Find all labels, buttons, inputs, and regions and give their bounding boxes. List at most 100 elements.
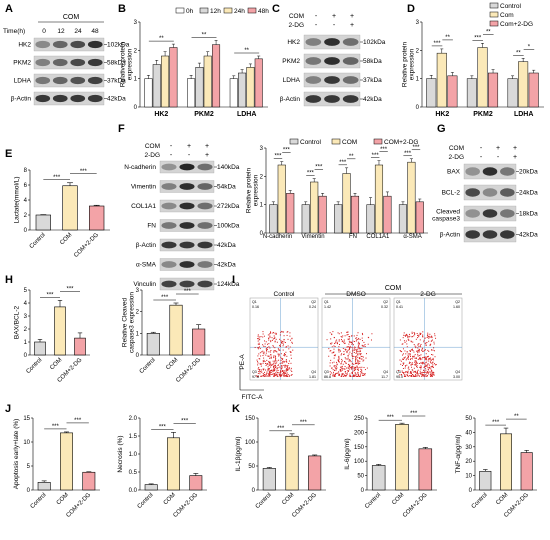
flow-event-dot — [341, 365, 343, 367]
flow-event-dot — [355, 358, 357, 360]
flow-event-dot — [371, 333, 373, 335]
blot-c-header: COM - + +2-DG - - + — [288, 13, 354, 29]
flow-event-dot — [411, 366, 413, 368]
flow-event-dot — [280, 360, 282, 362]
flow-event-dot — [329, 371, 331, 373]
flow-event-dot — [338, 350, 340, 352]
flow-event-dot — [341, 366, 343, 368]
flow-event-dot — [278, 355, 280, 357]
flow-event-dot — [363, 366, 365, 368]
flow-event-dot — [422, 331, 424, 333]
flow-event-dot — [340, 335, 342, 337]
flow-event-dot — [406, 364, 408, 366]
flow-event-dot — [407, 375, 409, 377]
blot-band — [197, 202, 213, 210]
flow-event-dot — [333, 337, 335, 339]
flow-event-dot — [428, 371, 430, 373]
time-label: Time(h) — [3, 28, 25, 35]
significance-label: ** — [486, 29, 491, 35]
flow-event-dot — [429, 358, 431, 360]
flow-event-dot — [348, 346, 350, 348]
y-axis-label-line: Relative protein — [120, 42, 127, 88]
flow-event-dot — [357, 332, 359, 334]
flow-event-dot — [414, 371, 416, 373]
flow-event-dot — [351, 372, 353, 374]
flow-event-dot — [333, 375, 335, 377]
flow-event-dot — [348, 348, 350, 350]
flow-event-dot — [349, 373, 351, 375]
flow-event-dot — [425, 344, 427, 346]
flow-event-dot — [354, 348, 356, 350]
legend-label: COM+2-DG — [384, 139, 419, 146]
significance-label: *** — [159, 424, 167, 430]
flow-event-dot — [405, 334, 407, 336]
flow-event-dot — [357, 372, 359, 374]
flow-event-dot — [356, 334, 358, 336]
legend-label: 24h — [234, 8, 245, 15]
blot-band — [70, 94, 86, 103]
flow-event-dot — [430, 340, 432, 342]
flow-event-dot — [400, 360, 402, 362]
flow-event-dot — [338, 374, 340, 376]
flow-event-dot — [365, 353, 367, 355]
quadrant-name: Q3 — [252, 370, 257, 374]
flow-event-dot — [427, 371, 429, 373]
blot-band — [342, 76, 359, 84]
flow-event-dot — [328, 355, 330, 357]
flow-x-axis-label: FITC-A — [242, 394, 264, 401]
flow-event-dot — [274, 369, 276, 371]
blot-row-label: Vinculin — [133, 281, 156, 288]
flow-event-dot — [350, 361, 352, 363]
flow-event-dot — [277, 348, 279, 350]
flow-event-dot — [280, 371, 282, 373]
flow-event-dot — [400, 350, 402, 352]
flow-event-dot — [282, 358, 284, 360]
flow-event-dot — [280, 373, 282, 375]
flow-event-dot — [274, 367, 276, 369]
flow-event-dot — [409, 362, 411, 364]
blot-band — [500, 188, 515, 197]
flow-event-dot — [272, 370, 274, 372]
flow-event-dot — [408, 362, 410, 364]
flow-event-dot — [406, 371, 408, 373]
flow-event-dot — [269, 372, 271, 374]
panel-letter-a: A — [5, 3, 13, 15]
flow-event-dot — [287, 338, 289, 340]
flow-event-dot — [358, 358, 360, 360]
flow-event-dot — [340, 363, 342, 365]
flow-event-dot — [358, 344, 360, 346]
flow-event-dot — [341, 369, 343, 371]
flow-event-dot — [341, 336, 343, 338]
flow-event-dot — [353, 363, 355, 365]
flow-event-dot — [268, 355, 270, 357]
flow-event-dot — [273, 346, 275, 348]
flow-event-dot — [283, 373, 285, 375]
flow-event-dot — [351, 368, 353, 370]
flow-event-dot — [279, 345, 281, 347]
flow-event-dot — [399, 374, 401, 376]
flow-event-dot — [332, 374, 334, 376]
flow-event-dot — [265, 373, 267, 375]
flow-event-dot — [265, 374, 267, 376]
flow-event-dot — [351, 366, 353, 368]
flow-event-dot — [411, 358, 413, 360]
flow-event-dot — [275, 338, 277, 340]
flow-event-dot — [266, 350, 268, 352]
flow-event-dot — [276, 374, 278, 376]
flow-event-dot — [420, 362, 422, 364]
flow-event-dot — [355, 358, 357, 360]
flow-event-dot — [331, 346, 333, 348]
flow-event-dot — [281, 374, 283, 376]
y-axis-label: Lactate(mmol/L) — [14, 177, 21, 224]
y-tick-label: 3 — [136, 288, 140, 294]
flow-event-dot — [273, 365, 275, 367]
flow-event-dot — [427, 334, 429, 336]
blot-row-label: PKM2 — [282, 58, 300, 65]
flow-event-dot — [407, 353, 409, 355]
flow-event-dot — [424, 357, 426, 359]
bar — [488, 72, 499, 108]
flow-event-dot — [270, 354, 272, 356]
flow-event-dot — [344, 360, 346, 362]
flow-event-dot — [413, 356, 415, 358]
flow-event-dot — [399, 339, 401, 341]
